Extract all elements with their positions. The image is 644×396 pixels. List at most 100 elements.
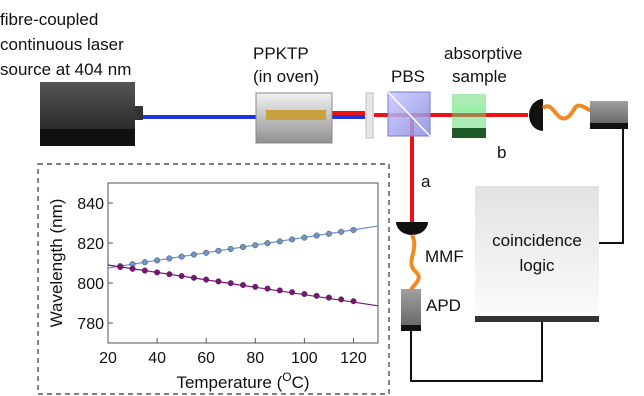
fibre-coupler-a bbox=[396, 222, 428, 235]
x-tick-label: 40 bbox=[148, 350, 166, 367]
data-point-series-1 bbox=[215, 247, 222, 254]
coincidence-logic-body bbox=[475, 186, 599, 316]
pbs-cube bbox=[387, 91, 431, 137]
data-point-series-1 bbox=[203, 249, 210, 256]
data-point-series-1 bbox=[301, 234, 308, 241]
data-point-series-2 bbox=[276, 287, 283, 294]
pbs-label: PBS bbox=[391, 67, 425, 86]
data-point-series-1 bbox=[325, 230, 332, 237]
y-tick-label: 820 bbox=[77, 236, 104, 253]
y-axis-label: Wavelength (nm) bbox=[47, 199, 66, 328]
data-point-series-2 bbox=[166, 271, 173, 278]
coincidence-logic-base bbox=[475, 316, 599, 322]
data-point-series-1 bbox=[190, 251, 197, 258]
mmf-fibre bbox=[409, 234, 421, 291]
x-tick-label: 80 bbox=[246, 350, 264, 367]
data-point-series-1 bbox=[289, 236, 296, 243]
data-point-series-2 bbox=[178, 273, 185, 280]
coincidence-label-line-1: coincidence bbox=[492, 231, 582, 250]
laser-output-port bbox=[135, 106, 143, 120]
data-point-series-2 bbox=[289, 289, 296, 296]
data-point-series-1 bbox=[178, 253, 185, 260]
data-point-series-2 bbox=[215, 278, 222, 285]
laser-label-line-3: source at 404 nm bbox=[0, 60, 131, 79]
data-point-series-1 bbox=[154, 257, 161, 264]
long-pass-filter bbox=[365, 92, 374, 139]
detector-b-base bbox=[590, 123, 628, 129]
crystal-label-line-2: (in oven) bbox=[253, 67, 319, 86]
data-point-series-1 bbox=[252, 242, 259, 249]
x-tick-label: 100 bbox=[291, 350, 318, 367]
apd-detector bbox=[401, 289, 421, 325]
data-point-series-2 bbox=[239, 282, 246, 289]
sample-base bbox=[452, 128, 486, 138]
fibre-b bbox=[541, 103, 600, 121]
pbs-diagonal bbox=[387, 91, 431, 137]
laser-label-line-2: continuous laser bbox=[0, 35, 124, 54]
x-axis-label: Temperature (OC) bbox=[176, 370, 309, 392]
data-point-series-1 bbox=[350, 226, 357, 233]
x-axis-label-superscript: O bbox=[282, 370, 291, 384]
data-point-series-2 bbox=[154, 269, 161, 276]
y-tick-label: 840 bbox=[77, 196, 104, 213]
sample-label-line-2: sample bbox=[452, 67, 507, 86]
x-axis: 20 40 60 80 100 120 bbox=[99, 338, 367, 367]
data-point-series-2 bbox=[203, 276, 210, 283]
x-axis-label-end: C) bbox=[292, 373, 310, 392]
crystal-label-line-1: PPKTP bbox=[253, 44, 309, 63]
x-axis-label-main: Temperature ( bbox=[176, 373, 282, 392]
laser-housing bbox=[40, 82, 135, 129]
data-point-series-1 bbox=[141, 259, 148, 266]
apd-base bbox=[401, 325, 421, 331]
laser-base bbox=[40, 129, 135, 146]
detector-b bbox=[590, 101, 628, 123]
data-point-series-2 bbox=[301, 291, 308, 298]
data-point-series-2 bbox=[264, 285, 271, 292]
mmf-label: MMF bbox=[425, 247, 464, 266]
x-tick-label: 60 bbox=[197, 350, 215, 367]
inset-dashed-frame bbox=[37, 163, 390, 395]
sample-band-1 bbox=[452, 106, 486, 112]
data-point-series-2 bbox=[252, 283, 259, 290]
arm-b-label: b bbox=[497, 143, 506, 162]
plot-frame bbox=[107, 182, 379, 344]
ppktp-crystal-oven bbox=[255, 92, 333, 144]
data-point-series-2 bbox=[141, 267, 148, 274]
x-tick-label: 120 bbox=[340, 350, 367, 367]
cable-a-to-logic bbox=[410, 322, 543, 382]
wavelength-temperature-chart: 780 800 820 840 20 40 60 80 100 120 Wavelength (… bbox=[47, 182, 379, 392]
fibre-coupler-b bbox=[529, 99, 543, 131]
x-tick-label: 20 bbox=[99, 350, 117, 367]
data-point-series-1 bbox=[227, 245, 234, 252]
data-point-series-2 bbox=[313, 292, 320, 299]
y-axis: 780 800 820 840 bbox=[77, 196, 113, 333]
data-point-series-2 bbox=[350, 298, 357, 305]
y-tick-label: 780 bbox=[77, 316, 104, 333]
data-point-series-1 bbox=[276, 238, 283, 245]
data-points bbox=[117, 226, 357, 305]
data-point-series-2 bbox=[325, 294, 332, 301]
laser-source bbox=[40, 82, 143, 146]
apd-label: APD bbox=[426, 296, 461, 315]
data-point-series-2 bbox=[117, 264, 124, 271]
arm-a-label: a bbox=[421, 172, 431, 191]
data-point-series-1 bbox=[166, 255, 173, 262]
coincidence-logic-box: coincidence logic bbox=[475, 186, 599, 322]
data-point-series-2 bbox=[227, 280, 234, 287]
data-point-series-1 bbox=[264, 240, 271, 247]
cable-b-to-logic bbox=[599, 128, 624, 244]
y-tick-label: 800 bbox=[77, 276, 104, 293]
data-point-series-2 bbox=[338, 296, 345, 303]
data-point-series-1 bbox=[239, 243, 246, 250]
data-point-series-1 bbox=[313, 232, 320, 239]
data-point-series-2 bbox=[129, 265, 136, 272]
absorptive-sample bbox=[452, 94, 486, 138]
data-point-series-1 bbox=[338, 228, 345, 235]
coincidence-label-line-2: logic bbox=[520, 256, 555, 275]
sample-label-line-1: absorptive bbox=[444, 44, 522, 63]
laser-label-line-1: fibre-coupled bbox=[0, 10, 98, 29]
ppktp-crystal bbox=[266, 110, 326, 120]
data-point-series-2 bbox=[190, 274, 197, 281]
